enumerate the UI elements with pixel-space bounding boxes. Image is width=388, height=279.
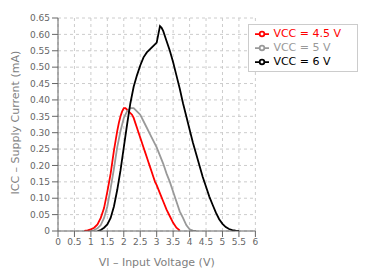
html-text:VCC = 5 V: VCC = 5 V	[273, 41, 331, 54]
svg-text:0.50: 0.50	[30, 62, 50, 72]
svg-text:5: 5	[220, 237, 226, 247]
svg-text:0.25: 0.25	[30, 144, 50, 154]
svg-text:4.5: 4.5	[199, 237, 213, 247]
html-text:VCC = 4.5 V: VCC = 4.5 V	[273, 27, 341, 40]
svg-text:0.5: 0.5	[67, 237, 81, 247]
html-text:VCC = 6 V: VCC = 6 V	[273, 55, 331, 68]
svg-text:0.10: 0.10	[30, 193, 50, 203]
svg-text:0: 0	[55, 237, 61, 247]
svg-text:ICC – Supply Current (mA): ICC – Supply Current (mA)	[9, 51, 22, 195]
svg-text:6: 6	[253, 237, 259, 247]
svg-text:0.15: 0.15	[30, 177, 50, 187]
svg-text:0: 0	[44, 226, 50, 236]
svg-text:0.60: 0.60	[30, 30, 50, 40]
svg-text:0.55: 0.55	[30, 46, 50, 56]
svg-text:0.40: 0.40	[30, 95, 50, 105]
svg-text:2: 2	[121, 237, 127, 247]
svg-text:0.65: 0.65	[30, 13, 50, 23]
svg-text:0.20: 0.20	[30, 161, 50, 171]
svg-text:0.35: 0.35	[30, 112, 50, 122]
svg-text:VI – Input Voltage (V): VI – Input Voltage (V)	[99, 256, 215, 269]
svg-text:3: 3	[154, 237, 160, 247]
svg-text:3.5: 3.5	[166, 237, 180, 247]
svg-text:2.5: 2.5	[133, 237, 147, 247]
svg-text:1.5: 1.5	[100, 237, 114, 247]
svg-text:1: 1	[88, 237, 94, 247]
svg-text:0.45: 0.45	[30, 79, 50, 89]
svg-text:0.05: 0.05	[30, 210, 50, 220]
svg-text:5.5: 5.5	[232, 237, 246, 247]
svg-text:0.30: 0.30	[30, 128, 50, 138]
svg-text:4: 4	[187, 237, 193, 247]
